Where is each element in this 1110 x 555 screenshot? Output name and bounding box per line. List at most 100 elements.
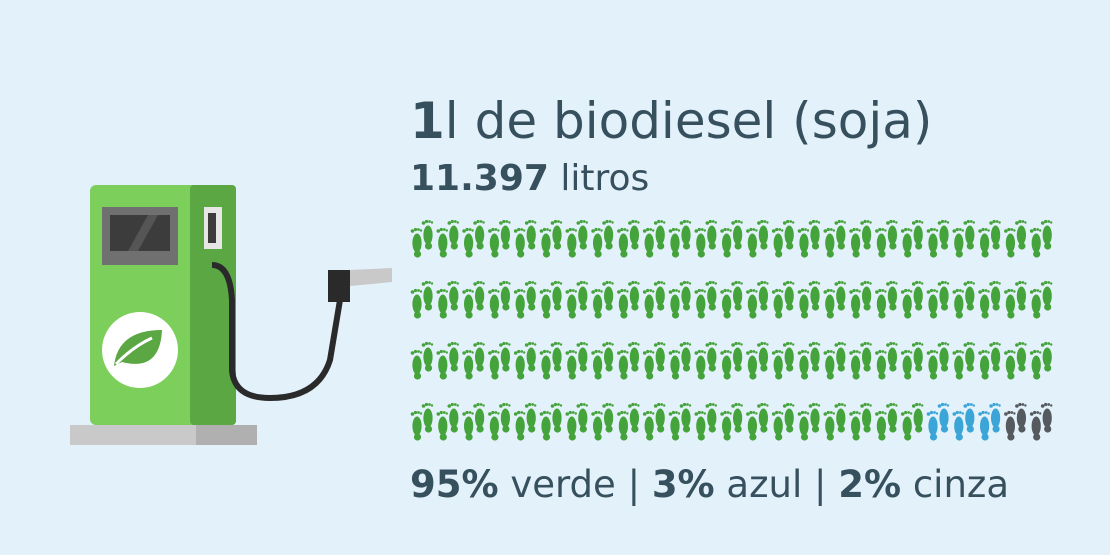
sole — [758, 225, 769, 245]
toe — [746, 351, 750, 355]
sole — [1042, 225, 1052, 245]
heel — [940, 303, 949, 311]
footprint — [410, 341, 434, 380]
toe — [987, 412, 990, 415]
toe — [542, 410, 547, 415]
toe — [900, 412, 905, 416]
sole — [515, 233, 525, 253]
footprint — [410, 219, 434, 258]
sole — [887, 347, 898, 367]
legend: 95% verde | 3% azul | 2% cinza — [410, 463, 1009, 506]
toe — [442, 228, 446, 231]
heel — [889, 364, 897, 372]
toe — [688, 343, 692, 346]
sole — [887, 286, 898, 306]
toe — [617, 351, 621, 355]
sole — [489, 294, 499, 314]
toe — [849, 412, 853, 416]
toe — [763, 281, 767, 284]
heel — [1044, 242, 1052, 250]
toe — [520, 350, 524, 353]
toe — [413, 410, 418, 415]
toe — [697, 227, 701, 232]
footprint — [797, 402, 821, 441]
toe — [626, 412, 629, 415]
toe — [937, 404, 942, 408]
heel — [450, 425, 458, 433]
sole — [526, 225, 536, 245]
sole — [980, 233, 990, 253]
toe — [907, 228, 911, 231]
toe — [524, 343, 529, 347]
toe — [1036, 228, 1040, 231]
sole — [526, 347, 536, 367]
sole — [758, 347, 769, 367]
toe — [442, 411, 446, 414]
toe — [456, 221, 459, 224]
sole — [464, 416, 474, 436]
toe — [694, 351, 699, 355]
toe — [419, 229, 423, 232]
toe — [679, 221, 684, 225]
sole — [1005, 416, 1016, 436]
toe — [571, 411, 575, 414]
toe — [424, 280, 429, 285]
footprint — [694, 280, 717, 319]
toe — [582, 281, 586, 284]
toe — [494, 350, 498, 353]
footprint — [978, 219, 1001, 258]
toe — [937, 343, 942, 347]
toe — [1013, 412, 1016, 415]
toe — [866, 281, 870, 284]
toe — [450, 280, 454, 285]
toe — [497, 412, 500, 415]
toe — [892, 281, 896, 284]
toe — [634, 281, 638, 284]
footprint — [668, 341, 692, 380]
sole — [552, 408, 562, 428]
toe — [697, 288, 701, 293]
toe — [508, 404, 511, 407]
toe — [926, 412, 931, 416]
heel — [620, 311, 628, 319]
toe — [755, 290, 758, 293]
heel — [476, 425, 484, 433]
sole — [438, 355, 448, 375]
toe — [628, 221, 632, 225]
sole — [541, 233, 551, 253]
toe — [548, 229, 552, 232]
toe — [700, 350, 704, 353]
heel — [450, 242, 458, 250]
footprint — [849, 402, 872, 441]
heel — [852, 311, 860, 319]
toe — [436, 412, 441, 416]
toe — [935, 412, 939, 415]
toe — [550, 221, 555, 225]
toe — [714, 282, 717, 285]
toe — [436, 229, 441, 233]
toe — [1044, 341, 1048, 346]
footprint — [488, 280, 511, 319]
toe — [708, 219, 712, 224]
heel — [878, 433, 886, 441]
toe — [594, 288, 598, 293]
sole — [902, 294, 912, 314]
sole — [733, 286, 743, 306]
sole — [604, 286, 614, 306]
toe — [491, 288, 495, 293]
toe — [1039, 351, 1042, 354]
toe — [929, 349, 934, 354]
sole — [707, 225, 717, 245]
toe — [534, 282, 537, 285]
sole — [747, 294, 758, 314]
toe — [995, 281, 999, 284]
sole — [593, 294, 603, 314]
space — [802, 463, 814, 506]
toe — [430, 404, 434, 407]
heel — [1007, 372, 1015, 380]
toe — [473, 404, 477, 408]
sole — [541, 294, 551, 314]
toe — [1050, 404, 1053, 407]
toe — [682, 402, 687, 407]
toe — [1018, 402, 1022, 407]
